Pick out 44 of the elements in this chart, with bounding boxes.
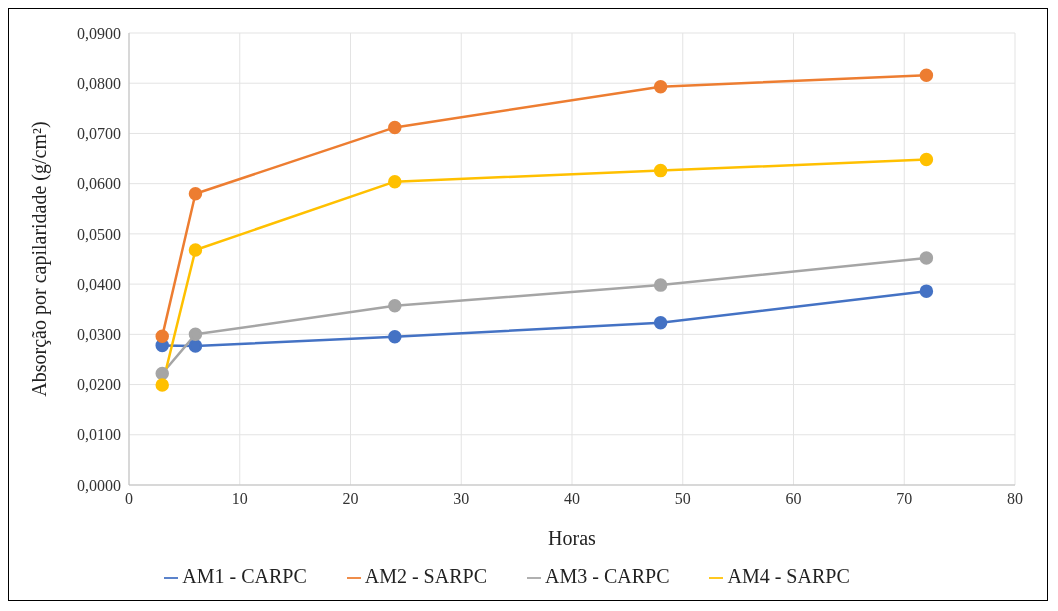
- x-tick-label: 80: [1007, 490, 1023, 508]
- point: [919, 284, 934, 298]
- x-tick-label: 70: [896, 490, 913, 508]
- point: [653, 278, 668, 292]
- point: [653, 163, 668, 178]
- y-tick-label: 0,0300: [77, 326, 121, 344]
- point: [919, 152, 934, 167]
- point: [188, 243, 203, 257]
- x-tick-label: 30: [453, 490, 470, 508]
- legend-label: AM2 - SARPC: [364, 565, 487, 587]
- point: [155, 366, 169, 381]
- x-axis-title: Horas: [548, 527, 597, 549]
- point: [653, 79, 668, 94]
- y-tick-label: 0,0500: [77, 225, 121, 243]
- x-tick-label: 10: [231, 490, 248, 508]
- point: [653, 316, 668, 330]
- point: [388, 298, 402, 313]
- point: [388, 120, 402, 135]
- x-tick-label: 60: [785, 490, 802, 508]
- x-tick-label: 50: [674, 490, 691, 508]
- x-tick-label: 20: [342, 490, 359, 508]
- y-tick-label: 0,0100: [77, 426, 121, 444]
- y-axis-title: Absorção por capilaridade (g/cm²): [28, 121, 52, 397]
- point: [388, 174, 402, 189]
- x-tick-label: 0: [125, 490, 133, 508]
- y-tick-label: 0,0200: [77, 376, 121, 394]
- legend-label: AM1 - CARPC: [182, 565, 307, 587]
- point: [188, 186, 203, 201]
- y-tick-label: 0,0900: [77, 24, 121, 42]
- y-tick-label: 0,0800: [77, 74, 121, 92]
- y-tick-label: 0,0700: [77, 125, 121, 143]
- point: [155, 378, 169, 392]
- y-tick-label: 0,0000: [77, 476, 121, 494]
- legend-label: AM3 - CARPC: [545, 565, 670, 587]
- point: [919, 68, 934, 82]
- point: [188, 327, 203, 342]
- point: [919, 251, 934, 265]
- y-tick-label: 0,0400: [77, 275, 121, 293]
- point: [388, 330, 402, 344]
- x-tick-label: 40: [564, 490, 580, 508]
- point: [155, 329, 169, 344]
- point: [188, 339, 203, 353]
- legend-label: AM4 - SARPC: [727, 565, 850, 587]
- y-tick-label: 0,0600: [77, 175, 121, 193]
